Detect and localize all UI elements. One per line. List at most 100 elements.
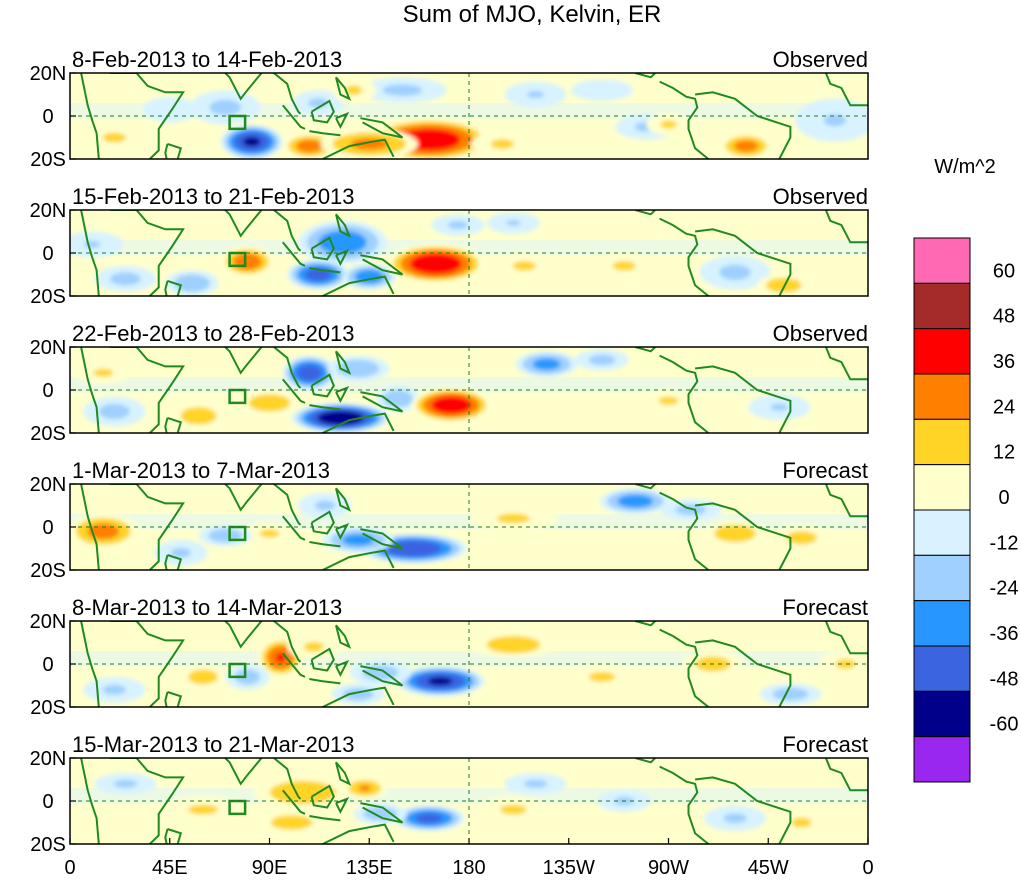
coastline-14: [694, 228, 792, 296]
colorbar-label: 48: [993, 306, 1015, 328]
coastline-2: [80, 621, 100, 707]
coastline-9: [335, 487, 352, 512]
colorbar-label: 0: [998, 487, 1009, 509]
panel-2: 20N 0 20S 15-Feb-2013 to 21-Feb-2013 Observe…: [30, 184, 869, 308]
index-region-box: [228, 388, 247, 405]
anomaly-contour-6-2: [303, 641, 324, 652]
y-tick-label: 20N: [30, 474, 67, 496]
colorbar-units: W/m^2: [934, 156, 996, 178]
colorbar-swatch: [913, 509, 971, 556]
anomaly-contour-13-2: [102, 684, 127, 695]
coastline-16: [164, 416, 183, 433]
anomaly-contour-2-2: [209, 99, 242, 116]
coastline-11: [322, 549, 395, 570]
panel-3: 20N 0 20S 22-Feb-2013 to 28-Feb-2013 Observe…: [30, 321, 869, 445]
coastline-6: [309, 678, 341, 685]
chart-title: Sum of MJO, Kelvin, ER: [403, 1, 662, 28]
coastline-9: [335, 761, 352, 786]
coastline-6: [309, 404, 341, 411]
coastline-4: [273, 347, 302, 389]
coastline-4: [273, 484, 302, 526]
coastline-15: [824, 347, 868, 381]
anomaly-contour-11-2: [588, 672, 616, 682]
anomaly-contour-9-2: [102, 132, 127, 143]
coastline-10: [360, 117, 404, 139]
anomaly-field: [70, 631, 868, 705]
colorbar-swatch: [913, 418, 971, 466]
anomaly-contour-13-2: [612, 261, 636, 271]
anomaly-contour-7-2: [499, 804, 527, 815]
coastline-3: [223, 758, 263, 786]
panel-period: 8-Feb-2013 to 14-Feb-2013: [72, 47, 342, 72]
colorbar: 60 48 36 24 12 0 -12 -24 -36 -48 -60: [913, 237, 1018, 783]
coastline-7: [310, 99, 335, 124]
panels: 20N 0 20S 8-Feb-2013 to 14-Feb-2013 Observed…: [30, 47, 869, 856]
anomaly-contour-8-2: [188, 669, 218, 685]
index-region-box: [228, 525, 247, 542]
anomaly-contour-10-2: [98, 403, 130, 420]
coastline-7: [310, 373, 335, 398]
y-tick-label: 20S: [30, 149, 66, 171]
coastline-2: [80, 484, 100, 570]
coastline-14: [694, 776, 792, 844]
anomaly-contour-3-3: [342, 534, 375, 546]
coastline-13: [659, 628, 710, 707]
y-tick-label: 0: [42, 243, 53, 265]
anomaly-contour-8-2: [588, 354, 616, 366]
coastline-14: [694, 639, 792, 707]
panel-type-label: Observed: [773, 321, 868, 346]
coastline-14: [694, 502, 792, 570]
anomaly-contour-12-2: [675, 504, 707, 516]
coastline-15: [824, 484, 868, 518]
coastline-16: [164, 142, 183, 159]
y-tick-label: 0: [42, 517, 53, 539]
coastline-1: [109, 621, 185, 707]
coastline-5: [282, 789, 306, 815]
coastlines: [80, 484, 868, 570]
y-tick-label: 0: [42, 106, 53, 128]
coastline-2: [80, 73, 100, 159]
anomaly-contour-9-2: [337, 359, 380, 378]
anomaly-contour-2-3: [358, 785, 371, 792]
coastline-6: [309, 815, 341, 822]
panel-1: 20N 0 20S 8-Feb-2013 to 14-Feb-2013 Observed: [30, 47, 869, 171]
anomaly-contour-11-2: [93, 368, 114, 377]
anomaly-contour-1-2: [269, 780, 336, 804]
coastline-10: [360, 802, 404, 824]
coastline-7: [310, 647, 335, 672]
coastline-3: [223, 347, 263, 375]
coastline-8: [335, 248, 350, 266]
panel-4: 20N 0 20S 1-Mar-2013 to 7-Mar-2013 Forecast: [30, 458, 869, 582]
x-tick-label: 90W: [648, 857, 689, 879]
anomaly-contour-9-2: [785, 531, 818, 545]
colorbar-swatch: [913, 282, 971, 330]
coastline-4: [273, 758, 302, 800]
coastline-8: [335, 111, 350, 129]
anomaly-contour-5-3: [296, 139, 323, 153]
anomaly-contour-11-2: [496, 513, 531, 524]
coastline-10: [360, 528, 404, 550]
coastline-11: [322, 823, 395, 844]
index-region-box: [228, 251, 247, 268]
anomaly-contour-1-4: [275, 653, 286, 662]
background-band: [70, 240, 868, 256]
coastline-12: [635, 210, 657, 216]
coastline-4: [273, 621, 302, 663]
coastline-15: [824, 73, 868, 107]
coastline-6: [309, 267, 341, 274]
coastline-3: [223, 73, 263, 101]
y-tick-label: 20N: [30, 611, 67, 633]
anomaly-contour-13-2: [658, 396, 679, 405]
anomaly-field: [70, 77, 868, 159]
coastline-8: [335, 797, 350, 814]
y-tick-label: 0: [42, 380, 53, 402]
coastline-1: [109, 758, 185, 844]
coastline-12: [635, 73, 657, 79]
anomaly-contour-17-2: [345, 85, 363, 96]
anomaly-contour-5-4: [409, 253, 462, 274]
coastline-13: [659, 491, 710, 570]
anomaly-contour-6-2: [512, 261, 537, 271]
anomaly-contour-1-3: [318, 230, 367, 254]
coastline-16: [164, 279, 183, 296]
